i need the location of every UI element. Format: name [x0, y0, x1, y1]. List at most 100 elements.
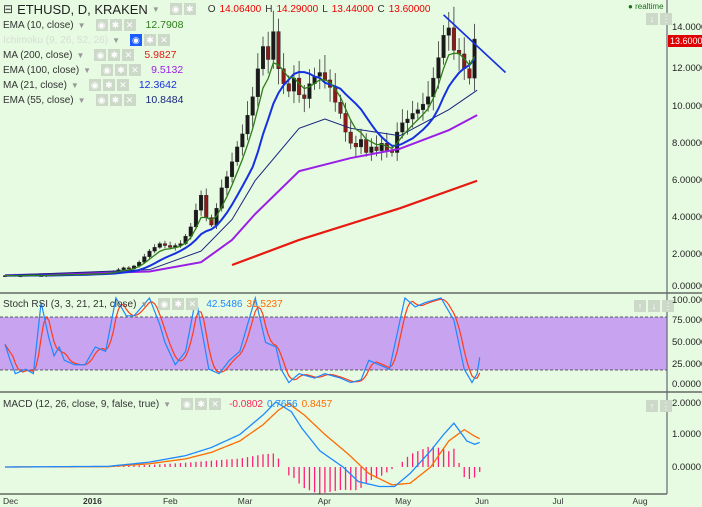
- candle: [245, 115, 250, 135]
- eye-icon[interactable]: ◉: [101, 64, 114, 76]
- candle: [286, 83, 291, 92]
- stoch-axis-label: 0.0000: [672, 378, 702, 390]
- chevron-down-icon[interactable]: ▼: [151, 4, 160, 14]
- collapse-icon[interactable]: ⊟: [3, 2, 14, 16]
- candle: [410, 113, 415, 120]
- stoch-axis-label: 75.0000: [672, 314, 702, 326]
- symbol-title[interactable]: ETHUSD, D, KRAKEN: [17, 1, 148, 17]
- gear-icon[interactable]: ✱: [109, 94, 122, 106]
- eye-icon[interactable]: ◉: [88, 79, 101, 91]
- stoch-label[interactable]: Stoch RSI (3, 3, 21, 21, close): [3, 298, 137, 310]
- arrow-down-icon[interactable]: ↓: [646, 13, 658, 25]
- eye-icon[interactable]: ◉: [169, 3, 182, 15]
- chevron-down-icon[interactable]: ▼: [140, 299, 149, 309]
- candle: [359, 139, 364, 148]
- gear-icon[interactable]: ✱: [143, 34, 156, 46]
- gear-icon[interactable]: ✱: [172, 298, 185, 310]
- eye-icon[interactable]: ◉: [95, 19, 108, 31]
- indicator-label[interactable]: Ichimoku (9, 26, 52, 26): [3, 34, 109, 46]
- chevron-down-icon[interactable]: ▼: [112, 35, 120, 45]
- chevron-down-icon[interactable]: ▼: [77, 95, 86, 105]
- eye-icon[interactable]: ◉: [94, 49, 107, 61]
- gear-icon[interactable]: ✱: [183, 3, 196, 15]
- candle: [209, 217, 214, 226]
- indicator-value: 10.8484: [145, 94, 184, 106]
- time-axis-label: Apr: [317, 496, 331, 506]
- indicator-label[interactable]: MA (21, close): [3, 79, 67, 91]
- ema100-line: [4, 114, 478, 277]
- indicator-label[interactable]: EMA (10, close): [3, 19, 74, 31]
- chevron-down-icon[interactable]: ▼: [163, 399, 172, 409]
- close-icon[interactable]: ✕: [122, 49, 135, 61]
- candle: [307, 83, 312, 99]
- eye-icon[interactable]: ◉: [129, 34, 142, 46]
- high-value: 14.29000: [276, 3, 319, 15]
- eye-icon[interactable]: ◉: [95, 94, 108, 106]
- time-axis-label: Aug: [632, 496, 648, 506]
- candle: [250, 96, 255, 116]
- candle: [261, 46, 266, 69]
- close-icon[interactable]: ✕: [186, 298, 199, 310]
- gear-icon[interactable]: ✱: [115, 64, 128, 76]
- indicator-label[interactable]: MA (200, close): [3, 49, 73, 61]
- time-axis-label: Dec: [3, 496, 19, 506]
- candle: [193, 209, 198, 228]
- eye-icon[interactable]: ◉: [181, 398, 194, 410]
- more-icon[interactable]: ⋮: [662, 300, 674, 312]
- candle: [255, 68, 260, 97]
- gear-icon[interactable]: ✱: [195, 398, 208, 410]
- time-axis-label: Feb: [162, 496, 178, 506]
- candle: [353, 142, 358, 148]
- candle: [322, 72, 327, 81]
- gear-icon[interactable]: ✱: [109, 19, 122, 31]
- candle: [157, 243, 162, 248]
- indicator-label[interactable]: EMA (100, close): [3, 64, 80, 76]
- gear-icon[interactable]: ✱: [108, 49, 121, 61]
- close-icon[interactable]: ✕: [129, 64, 142, 76]
- chevron-down-icon[interactable]: ▼: [70, 80, 79, 90]
- close-icon[interactable]: ✕: [123, 94, 136, 106]
- candle: [302, 94, 307, 99]
- candle: [348, 131, 353, 144]
- chevron-down-icon[interactable]: ▼: [77, 20, 86, 30]
- stoch-pane: [4, 295, 481, 384]
- candle: [266, 46, 271, 60]
- macd-axis-label: 0.0000: [672, 461, 702, 473]
- chevron-down-icon[interactable]: ▼: [83, 65, 92, 75]
- more-icon[interactable]: ⋮: [660, 400, 672, 412]
- chevron-down-icon[interactable]: ▼: [76, 50, 85, 60]
- close-icon[interactable]: ✕: [116, 79, 129, 91]
- time-axis-label: 2016: [82, 496, 102, 506]
- gear-icon[interactable]: ✱: [102, 79, 115, 91]
- arrow-down-icon[interactable]: ↓: [648, 300, 660, 312]
- indicator-value: 9.5132: [151, 64, 184, 76]
- arrow-up-icon[interactable]: ↑: [634, 300, 646, 312]
- candle: [343, 113, 348, 133]
- indicator-legend-row: EMA (100, close) ▼ ◉ ✱ ✕ 9.5132: [3, 63, 183, 77]
- indicator-value: 5.9827: [144, 49, 177, 61]
- time-axis-label: Jul: [552, 496, 564, 506]
- candle: [400, 122, 405, 133]
- close-icon[interactable]: ✕: [209, 398, 222, 410]
- stoch-axis-label: 100.0000: [672, 294, 702, 306]
- indicator-label[interactable]: EMA (55, close): [3, 94, 74, 106]
- candle: [121, 267, 126, 270]
- candle: [271, 31, 276, 60]
- close-icon[interactable]: ✕: [157, 34, 170, 46]
- more-icon[interactable]: ⋮: [660, 13, 672, 25]
- indicator-legend-row: EMA (55, close) ▼ ◉ ✱ ✕ 10.8484: [3, 93, 183, 107]
- macd-line-value: 0.7656: [267, 398, 298, 410]
- stoch-k-line: [4, 295, 481, 384]
- macd-label[interactable]: MACD (12, 26, close, 9, false, true): [3, 398, 160, 410]
- stoch-axis-label: 25.0000: [672, 359, 702, 371]
- macd-line: [4, 401, 480, 488]
- close-icon[interactable]: ✕: [123, 19, 136, 31]
- arrow-up-icon[interactable]: ↑: [646, 400, 658, 412]
- price-pane: [3, 6, 507, 278]
- eye-icon[interactable]: ◉: [158, 298, 171, 310]
- candle: [235, 146, 240, 162]
